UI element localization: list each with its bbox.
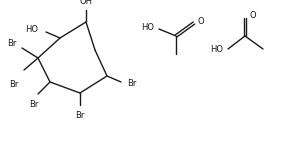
Text: HO: HO <box>25 26 38 35</box>
Text: Br: Br <box>127 80 136 89</box>
Text: HO: HO <box>210 46 223 55</box>
Text: Br: Br <box>29 100 39 109</box>
Text: O: O <box>198 16 205 26</box>
Text: Br: Br <box>75 111 85 120</box>
Text: HO: HO <box>141 24 154 32</box>
Text: Br: Br <box>7 39 16 49</box>
Text: O: O <box>249 12 256 20</box>
Text: OH: OH <box>80 0 92 6</box>
Text: Br: Br <box>9 80 18 89</box>
